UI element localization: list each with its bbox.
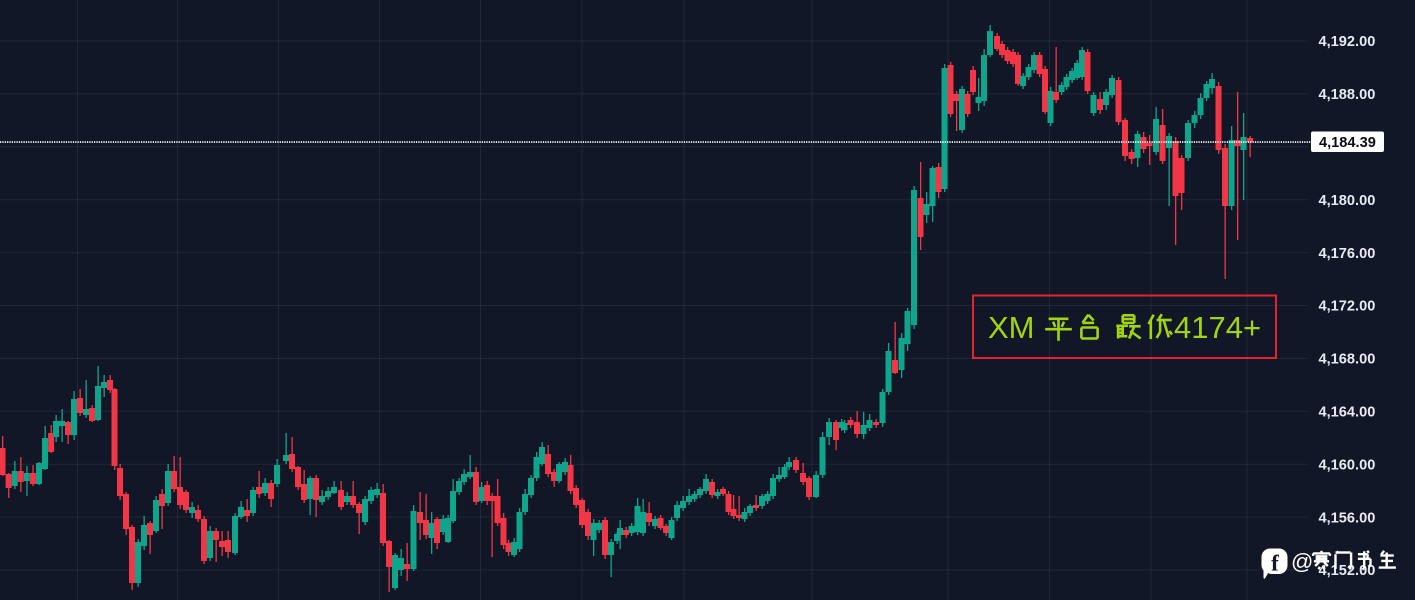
svg-text:4,164.00: 4,164.00 — [1319, 405, 1376, 421]
svg-text:4,160.00: 4,160.00 — [1319, 457, 1376, 473]
svg-text:4,172.00: 4,172.00 — [1319, 299, 1376, 315]
svg-text:XM: XM — [988, 310, 1035, 345]
svg-text:4,192.00: 4,192.00 — [1319, 34, 1376, 50]
svg-text:4,184.39: 4,184.39 — [1319, 135, 1376, 151]
svg-text:4174+: 4174+ — [1174, 310, 1261, 345]
svg-text:@: @ — [1291, 549, 1313, 574]
svg-text:4,176.00: 4,176.00 — [1319, 246, 1376, 262]
svg-text:4,168.00: 4,168.00 — [1319, 352, 1376, 368]
svg-text:4,152.00: 4,152.00 — [1319, 563, 1376, 579]
svg-text:f: f — [1271, 551, 1279, 576]
svg-text:4,188.00: 4,188.00 — [1319, 87, 1376, 103]
svg-text:4,156.00: 4,156.00 — [1319, 510, 1376, 526]
svg-text:4,180.00: 4,180.00 — [1319, 193, 1376, 209]
